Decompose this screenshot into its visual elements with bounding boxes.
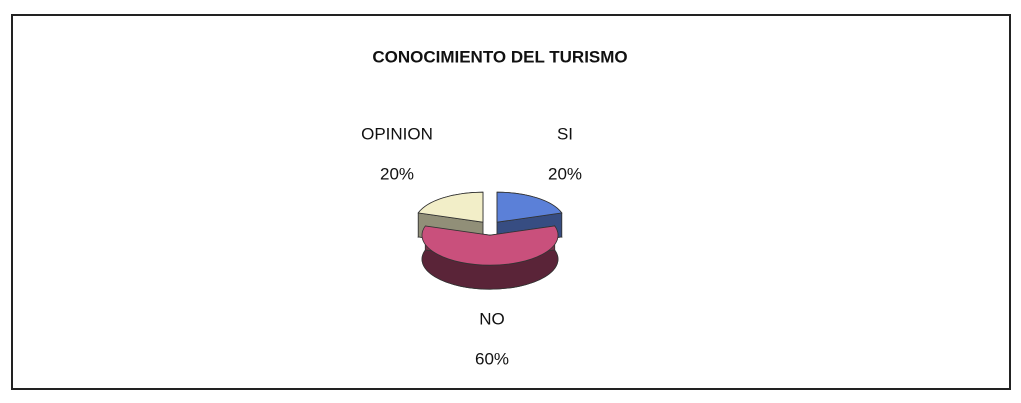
- slice: [496, 191, 563, 223]
- slice-label: OPINION: [361, 124, 433, 143]
- slice-value-label: 20%: [380, 164, 414, 183]
- slice-label: NO: [479, 309, 505, 328]
- slice-label: SI: [557, 124, 573, 143]
- slice-value-label: 20%: [548, 164, 582, 183]
- slice: [421, 225, 559, 266]
- slice: [417, 191, 484, 223]
- slice-value-label: 60%: [475, 349, 509, 368]
- slice-tops: [417, 191, 563, 266]
- chart-title: CONOCIMIENTO DEL TURISMO: [372, 47, 627, 66]
